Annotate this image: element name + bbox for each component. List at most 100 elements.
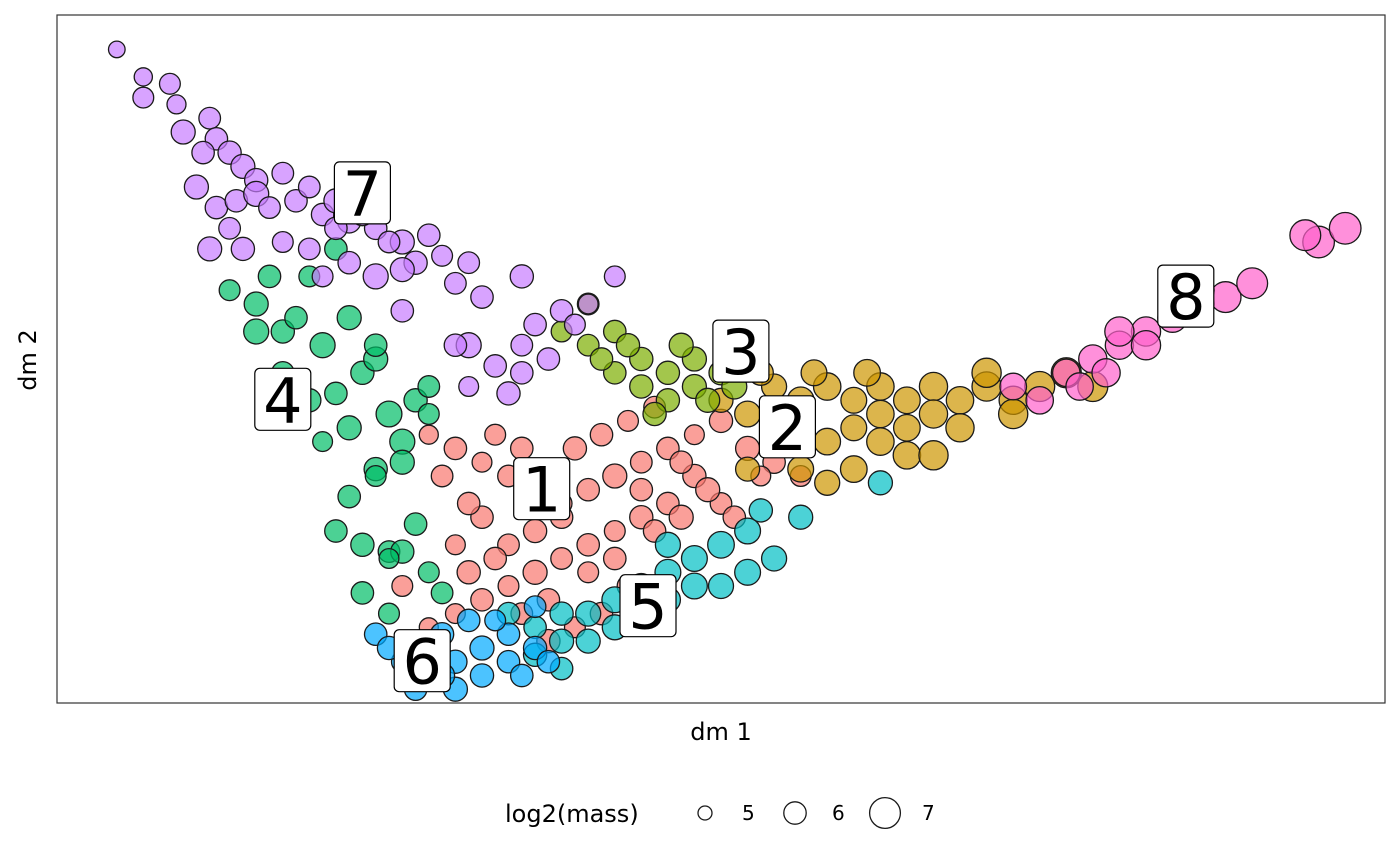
data-point-cluster-7 (198, 106, 222, 130)
data-point-cluster-7 (483, 354, 508, 378)
data-point-cluster-7 (390, 298, 415, 323)
data-point-cluster-7 (271, 161, 295, 185)
data-point-cluster-1 (602, 546, 627, 571)
cluster-label-box (1157, 264, 1215, 328)
data-point-cluster-5 (575, 600, 602, 627)
data-point-cluster-7 (132, 86, 155, 109)
data-point-cluster-4 (336, 415, 362, 441)
data-point-cluster-1 (577, 561, 600, 584)
data-point-cluster-2 (945, 413, 975, 443)
data-point-cluster-7 (457, 251, 481, 275)
data-point-cluster-1 (470, 587, 494, 612)
cluster-label-7: 7 (333, 158, 391, 231)
data-point-cluster-6 (523, 595, 547, 619)
data-point-cluster-6 (469, 663, 495, 688)
data-point-cluster-2 (734, 400, 762, 428)
data-point-cluster-7 (523, 312, 547, 337)
data-point-cluster-1 (443, 436, 468, 461)
data-point-cluster-2 (892, 386, 921, 415)
data-point-cluster-1 (562, 436, 588, 461)
data-point-cluster-7 (133, 67, 154, 87)
cluster-label-text: 5 (628, 571, 667, 644)
cluster-label-3: 3 (712, 316, 770, 389)
cluster-label-box (254, 367, 312, 431)
data-point-cluster-3 (655, 360, 681, 386)
data-point-cluster-2 (892, 440, 922, 470)
data-point-cluster-7 (297, 237, 321, 261)
data-point-cluster-2 (853, 358, 882, 387)
legend-size-key-5 (697, 805, 713, 821)
data-point-cluster-7 (191, 140, 215, 165)
data-point-cluster-8 (1289, 219, 1322, 252)
data-point-cluster-7 (158, 72, 181, 95)
data-point-cluster-4 (417, 402, 440, 426)
data-point-cluster-4 (378, 547, 400, 570)
data-point-cluster-7 (337, 250, 362, 275)
legend-size-label: 6 (832, 801, 845, 825)
data-point-cluster-4 (377, 602, 401, 625)
data-point-cluster-5 (867, 470, 894, 496)
data-point-cluster-7 (258, 196, 281, 220)
data-point-cluster-1 (484, 423, 507, 446)
data-point-cluster-5 (654, 531, 682, 558)
data-point-cluster-1 (430, 464, 454, 488)
data-point-cluster-7 (218, 216, 242, 240)
data-point-cluster-4 (337, 484, 362, 509)
legend-size-key-7 (868, 796, 902, 830)
data-point-cluster-7 (496, 381, 521, 406)
data-point-cluster-4 (364, 464, 387, 488)
data-point-cluster-3 (642, 401, 667, 427)
data-point-cluster-1 (629, 450, 653, 474)
data-point-cluster-7 (271, 230, 294, 254)
data-point-cluster-7 (297, 175, 321, 199)
data-point-cluster-8 (1104, 316, 1135, 347)
data-point-cluster-7 (443, 333, 468, 358)
data-point-cluster-7 (204, 195, 229, 220)
data-point-cluster-1 (391, 574, 414, 598)
data-point-cluster-7 (183, 174, 210, 200)
data-point-cluster-7 (170, 119, 196, 145)
data-point-cluster-1 (695, 477, 721, 503)
data-point-cluster-4 (350, 581, 375, 605)
data-point-cluster-7 (536, 347, 561, 371)
data-point-cluster-7 (603, 265, 626, 288)
cluster-label-text: 3 (721, 316, 760, 389)
data-point-cluster-1 (471, 451, 493, 473)
cluster-label-text: 2 (768, 392, 807, 465)
size-legend: log2(mass) 5 6 7 (505, 796, 935, 830)
data-point-cluster-7 (443, 271, 467, 295)
x-axis-title: dm 1 (690, 718, 752, 746)
data-point-cluster-2 (866, 427, 895, 456)
cluster-label-6: 6 (393, 626, 451, 699)
data-point-cluster-3 (615, 332, 641, 358)
data-point-cluster-6 (496, 622, 521, 647)
data-point-cluster-1 (497, 574, 520, 598)
data-point-cluster-2 (813, 427, 842, 456)
data-point-cluster-6 (484, 609, 507, 632)
data-point-cluster-4 (284, 305, 308, 330)
data-point-cluster-2 (945, 385, 975, 415)
data-point-cluster-4 (430, 581, 454, 605)
data-point-cluster-2 (840, 414, 868, 442)
data-point-cluster-6 (509, 663, 534, 688)
data-point-cluster-1 (456, 560, 481, 585)
data-point-cluster-2 (918, 399, 949, 429)
data-point-cluster-7 (458, 375, 480, 398)
y-axis-title: dm 2 (14, 329, 42, 391)
points-layer (107, 40, 1362, 702)
data-point-cluster-8 (1025, 385, 1055, 415)
data-point-cluster-2 (866, 399, 895, 429)
cluster-label-box (758, 395, 817, 459)
cluster-label-2: 2 (758, 392, 817, 465)
data-point-cluster-1 (576, 477, 601, 502)
data-point-cluster-7 (563, 313, 586, 336)
data-point-cluster-1 (669, 450, 694, 475)
data-point-cluster-2 (840, 386, 868, 414)
data-point-cluster-4 (324, 381, 348, 406)
data-point-cluster-3 (589, 347, 614, 371)
data-point-cluster-1 (483, 546, 508, 571)
cluster-label-5: 5 (619, 571, 677, 644)
data-point-cluster-8 (1130, 329, 1162, 361)
cluster-label-box (333, 161, 391, 225)
